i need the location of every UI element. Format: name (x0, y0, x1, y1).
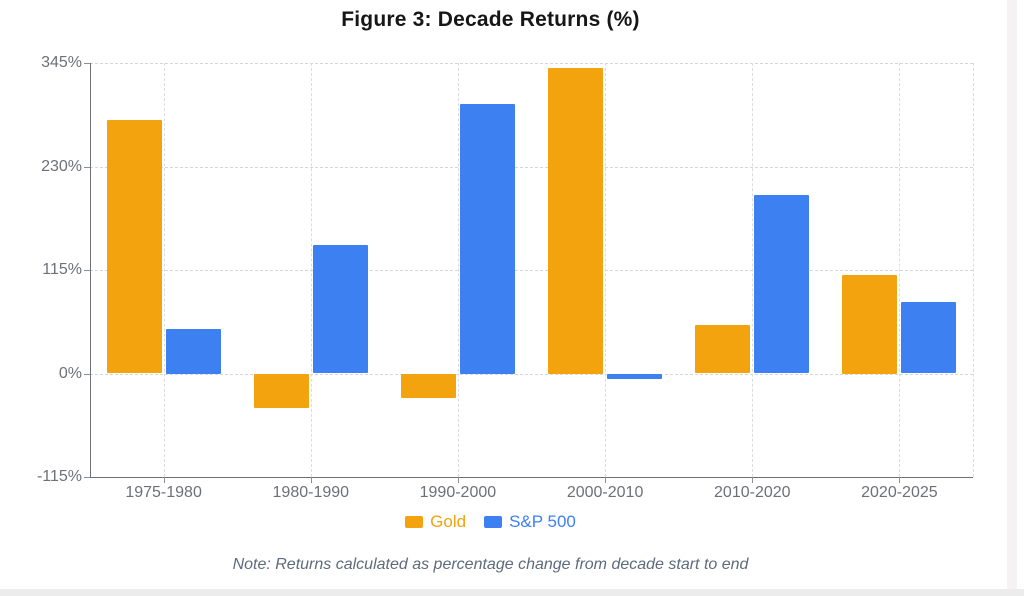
y-tick-label: 115% (42, 261, 82, 278)
x-axis-line (90, 477, 973, 478)
y-axis-tick (84, 166, 90, 168)
bar-gold-1990-2000[interactable] (400, 373, 456, 398)
bar-gold-2020-2025[interactable] (842, 274, 898, 374)
y-axis-tick (84, 63, 90, 64)
x-axis-tick (310, 477, 312, 483)
chart-title: Figure 3: Decade Returns (%) (341, 8, 640, 31)
bar-s-p-500-2010-2020[interactable] (754, 195, 810, 374)
bar-s-p-500-1980-1990[interactable] (312, 244, 368, 374)
legend-swatch-gold (405, 516, 424, 528)
x-axis-tick (163, 477, 165, 483)
plot-area: -115% 0% 115% 230% 345% 1975-1980 1980-1990 199… (36, 54, 974, 501)
gridline-vertical (163, 63, 165, 477)
bar-s-p-500-2000-2010[interactable] (607, 373, 663, 379)
y-tick-label: 0% (58, 364, 82, 382)
legend-swatch-s-p-500 (484, 516, 503, 528)
legend: Gold S&P 500 (0, 512, 981, 532)
x-tick-label: 1990-2000 (419, 484, 497, 501)
x-tick-label: 2010-2020 (714, 484, 791, 501)
x-tick-label: 2020-2025 (861, 484, 938, 501)
legend-item-s-p-500[interactable]: S&P 500 (484, 512, 576, 532)
x-axis-tick (605, 477, 607, 483)
gridline-vertical (752, 63, 754, 477)
bar-s-p-500-2020-2025[interactable] (901, 302, 957, 374)
decade-returns-chart: Figure 3: Decade Returns (%) -115% 0% 115%… (0, 8, 981, 573)
y-tick-label: 230% (41, 157, 82, 175)
page-edge-right (1007, 0, 1017, 596)
bar-gold-1975-1980[interactable] (106, 119, 162, 374)
x-tick-label: 1980-1990 (272, 484, 350, 501)
gridline-horizontal (90, 270, 973, 271)
legend-label-gold: Gold (430, 512, 467, 531)
chart-note: Note: Returns calculated as percentage c… (232, 556, 749, 573)
bar-s-p-500-1990-2000[interactable] (459, 103, 515, 374)
y-axis-tick (84, 373, 90, 375)
gridline-vertical (310, 63, 312, 477)
y-axis-line (90, 63, 91, 477)
x-axis-tick (899, 477, 901, 483)
page-edge-bottom (0, 589, 1024, 596)
legend-item-gold[interactable]: Gold (405, 512, 466, 532)
gridline-vertical (457, 63, 459, 477)
x-tick-label: 1975-1980 (125, 484, 202, 501)
bar-s-p-500-1975-1980[interactable] (165, 328, 221, 374)
bar-gold-1980-1990[interactable] (253, 373, 309, 408)
gridline-horizontal (90, 63, 973, 64)
bar-gold-2010-2020[interactable] (695, 324, 751, 374)
gridline-vertical (605, 63, 607, 477)
gridline-vertical (973, 63, 974, 477)
x-axis-tick (752, 477, 754, 483)
y-axis-tick (84, 477, 90, 478)
gridline-horizontal (90, 373, 973, 375)
x-tick-label: 2000-2010 (566, 484, 644, 501)
legend-label-s-p-500: S&P 500 (509, 512, 576, 531)
y-axis-tick (84, 270, 90, 271)
gridline-vertical (899, 63, 901, 477)
y-tick-label: -115% (36, 468, 82, 485)
x-axis-tick (457, 477, 459, 483)
gridline-horizontal (90, 166, 973, 168)
bar-gold-2000-2010[interactable] (548, 67, 604, 374)
y-tick-label: 345% (41, 54, 82, 71)
